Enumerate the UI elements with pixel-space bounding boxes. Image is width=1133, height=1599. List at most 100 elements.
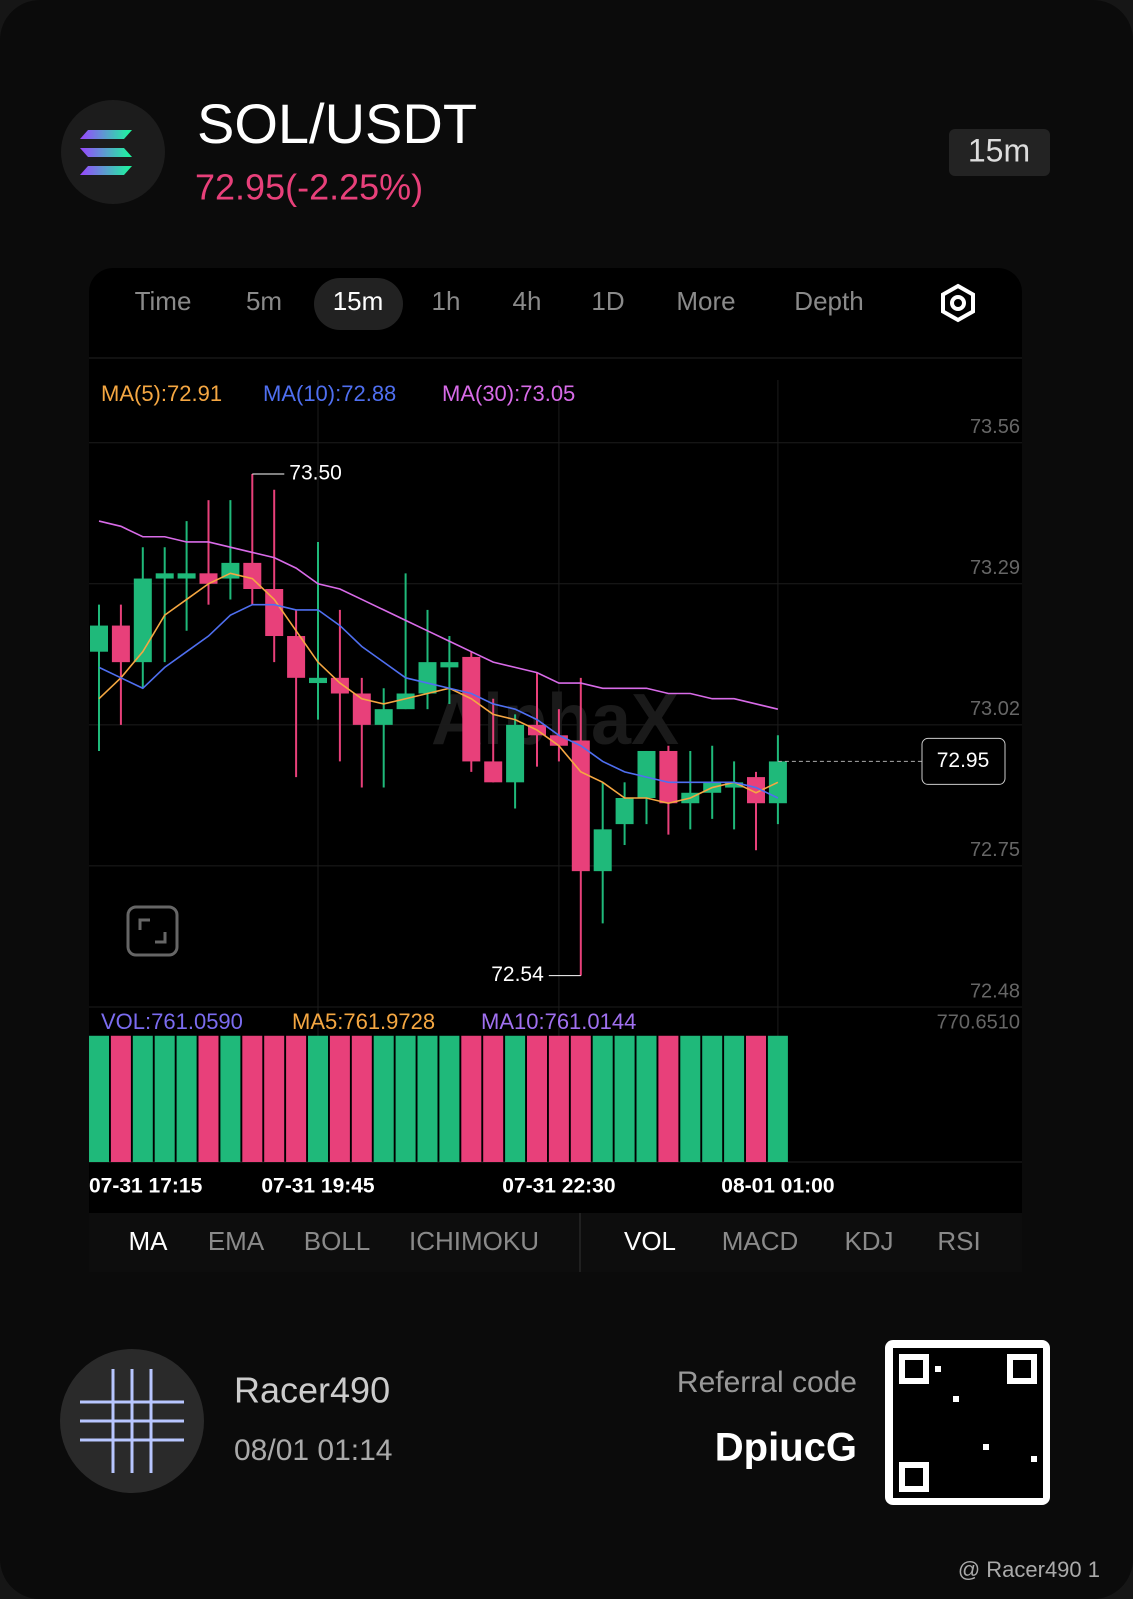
qr-cell [965,1408,971,1414]
qr-cell [911,1402,917,1408]
qr-cell [1013,1390,1019,1396]
qr-cell [995,1426,1001,1432]
qr-cell [893,1390,899,1396]
qr-cell [929,1396,935,1402]
qr-cell [923,1420,929,1426]
qr-cell [911,1396,917,1402]
qr-cell [905,1456,911,1462]
indicator-tab[interactable]: RSI [937,1226,980,1256]
qr-cell [983,1480,989,1486]
qr-cell [905,1444,911,1450]
indicator-tab[interactable]: ICHIMOKU [409,1226,539,1256]
qr-cell [1037,1462,1043,1468]
qr-cell [983,1420,989,1426]
qr-cell [953,1390,959,1396]
qr-cell [911,1474,917,1480]
qr-cell [1007,1390,1013,1396]
qr-cell [953,1492,959,1498]
qr-cell [1013,1492,1019,1498]
qr-cell [953,1372,959,1378]
qr-cell [989,1408,995,1414]
qr-cell [1001,1378,1007,1384]
tab[interactable]: More [676,286,735,316]
qr-cell [929,1408,935,1414]
qr-cell [1037,1378,1043,1384]
qr-cell [971,1474,977,1480]
volume-bar [746,1035,766,1162]
qr-cell [935,1390,941,1396]
qr-cell [947,1408,953,1414]
qr-cell [1007,1348,1013,1354]
qr-cell [971,1468,977,1474]
qr-cell [995,1432,1001,1438]
qr-cell [977,1420,983,1426]
qr-cell [1007,1474,1013,1480]
qr-cell [1019,1360,1025,1366]
qr-cell [1031,1492,1037,1498]
indicator-tab[interactable]: KDJ [844,1226,893,1256]
qr-cell [941,1366,947,1372]
ma-line [98,603,779,799]
indicator-tab[interactable]: MACD [722,1226,799,1256]
qr-cell [917,1372,923,1378]
qr-cell [965,1492,971,1498]
qr-cell [1025,1366,1031,1372]
qr-cell [1031,1474,1037,1480]
tab[interactable]: 1h [432,286,461,316]
qr-cell [965,1378,971,1384]
qr-cell [1031,1480,1037,1486]
qr-cell [893,1456,899,1462]
qr-cell [917,1384,923,1390]
qr-cell [1031,1414,1037,1420]
qr-cell [1001,1486,1007,1492]
candle-body [462,656,481,762]
qr-cell [1025,1372,1031,1378]
tab[interactable]: 5m [246,286,282,316]
indicator-tab[interactable]: EMA [208,1226,265,1256]
qr-cell [941,1444,947,1450]
volume-tick-label: 770.6510 [937,1011,1020,1033]
qr-cell [1001,1348,1007,1354]
ma-legend: MA(10):72.88 [263,381,396,406]
candle-body [637,750,656,798]
tab[interactable]: Time [135,286,192,316]
qr-cell [1031,1438,1037,1444]
qr-cell [935,1492,941,1498]
indicator-tab[interactable]: BOLL [304,1226,371,1256]
qr-cell [977,1486,983,1492]
qr-cell [1019,1414,1025,1420]
tab[interactable]: 4h [513,286,542,316]
qr-cell [893,1426,899,1432]
qr-cell [893,1366,899,1372]
share-watermark: @ Racer490 1 [958,1557,1100,1582]
qr-cell [953,1402,959,1408]
qr-cell [929,1414,935,1420]
qr-cell [995,1468,1001,1474]
expand-icon[interactable] [126,905,179,957]
qr-cell [995,1390,1001,1396]
pair-title: SOL/USDT [197,92,477,155]
qr-cell [953,1474,959,1480]
tab[interactable]: Depth [794,286,863,316]
qr-cell [971,1420,977,1426]
qr-cell [953,1420,959,1426]
indicator-tab[interactable]: VOL [624,1226,676,1256]
qr-cell [947,1366,953,1372]
qr-cell [1025,1492,1031,1498]
volume-bar [767,1035,788,1162]
qr-cell [1001,1366,1007,1372]
qr-cell [989,1414,995,1420]
qr-cell [983,1372,989,1378]
qr-cell [935,1486,941,1492]
settings-icon[interactable] [941,283,975,323]
indicator-tab[interactable]: MA [129,1226,169,1256]
qr-cell [1019,1366,1025,1372]
qr-cell [905,1366,911,1372]
qr-cell [989,1426,995,1432]
qr-cell [983,1492,989,1498]
qr-cell [893,1348,899,1354]
tab[interactable]: 15m [333,286,384,316]
qr-cell [989,1444,995,1450]
tab[interactable]: 1D [591,286,624,316]
qr-cell [953,1480,959,1486]
